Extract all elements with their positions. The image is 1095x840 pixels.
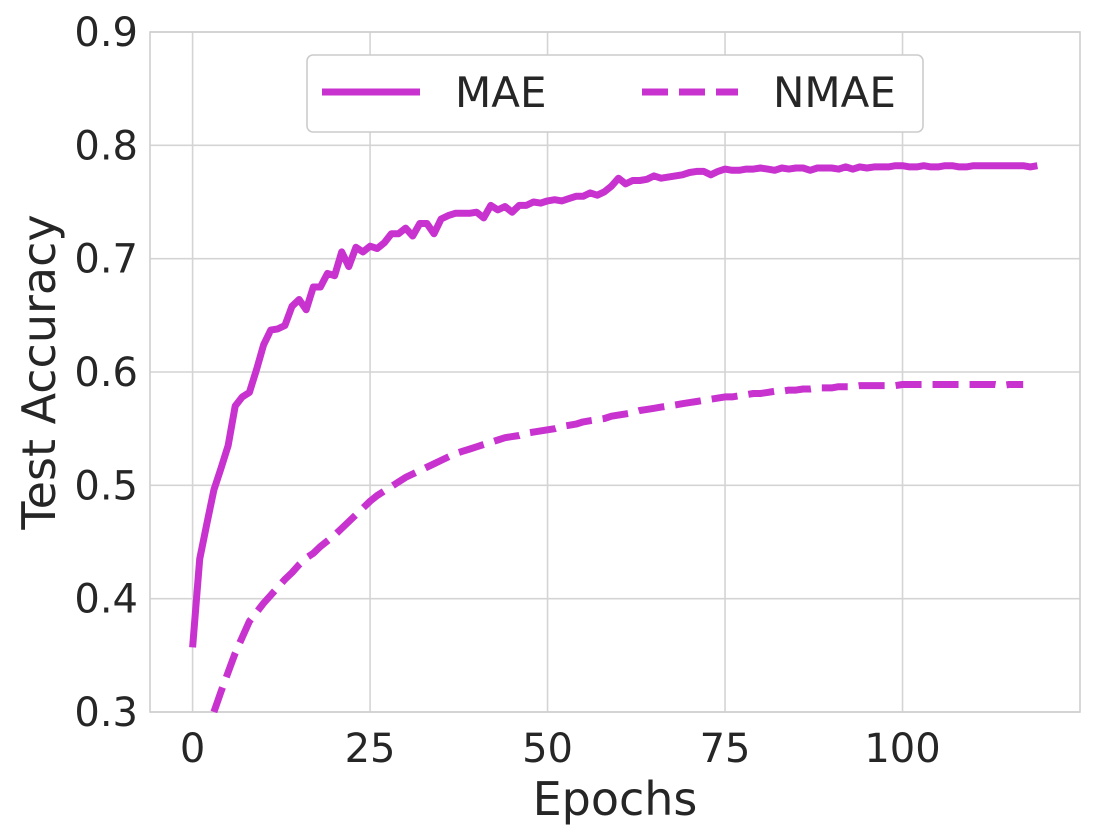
x-axis-label: Epochs [533, 772, 698, 826]
legend-label-nmae: NMAE [773, 68, 896, 117]
x-tick-label: 25 [345, 726, 396, 772]
y-tick-label: 0.9 [74, 10, 138, 56]
y-tick-label: 0.5 [74, 463, 138, 509]
series-line-mae [189, 162, 1038, 648]
x-tick-label: 100 [864, 726, 940, 772]
legend-box [306, 54, 924, 133]
y-tick-label: 0.4 [74, 577, 138, 623]
y-tick-label: 0.3 [74, 690, 138, 736]
y-tick-label: 0.7 [74, 237, 138, 283]
y-axis-ticks: 0.3 0.4 0.5 0.6 0.7 0.8 0.9 [74, 10, 138, 736]
legend-label-mae: MAE [455, 68, 547, 117]
y-axis-label: Test Accuracy [12, 214, 66, 530]
x-tick-label: 75 [700, 726, 751, 772]
y-tick-label: 0.8 [74, 123, 138, 169]
grid [150, 31, 1080, 713]
plot-frame [149, 31, 1081, 713]
x-tick-label: 50 [522, 726, 573, 772]
series-line-nmae [210, 381, 1024, 714]
y-tick-label: 0.6 [74, 350, 138, 396]
x-tick-label: 0 [180, 726, 205, 772]
series-layer [189, 162, 1038, 714]
x-axis-ticks: 0 25 50 75 100 [180, 726, 941, 772]
legend: MAE NMAE [306, 54, 924, 133]
